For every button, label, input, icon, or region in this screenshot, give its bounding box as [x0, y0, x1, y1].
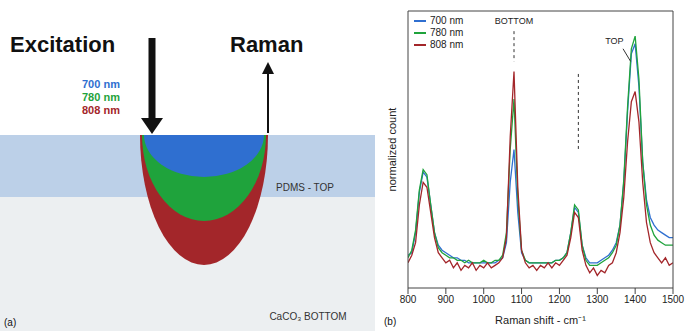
svg-text:1400: 1400	[624, 294, 647, 305]
html-text:(b): (b)	[384, 316, 397, 327]
svg-text:Raman: Raman	[230, 32, 303, 57]
svg-text:800: 800	[400, 294, 417, 305]
svg-text:1000: 1000	[473, 294, 496, 305]
svg-text:1200: 1200	[548, 294, 571, 305]
svg-text:1100: 1100	[511, 294, 533, 305]
svg-text:900: 900	[438, 294, 455, 305]
svg-text:CaCO₃ BOTTOM: CaCO₃ BOTTOM	[269, 311, 346, 322]
svg-text:BOTTOM: BOTTOM	[495, 16, 533, 26]
svg-text:TOP: TOP	[605, 36, 623, 46]
svg-text:1500: 1500	[662, 294, 685, 305]
svg-text:Raman shift - cm⁻¹: Raman shift - cm⁻¹	[495, 314, 586, 326]
html-text:808 nm: 808 nm	[430, 39, 464, 50]
html-text:700 nm: 700 nm	[430, 15, 464, 26]
svg-text:808 nm: 808 nm	[82, 104, 120, 116]
html-text:780 nm: 780 nm	[430, 27, 464, 38]
svg-text:(a): (a)	[4, 317, 16, 328]
svg-text:normalized count: normalized count	[386, 108, 398, 192]
svg-text:PDMS - TOP: PDMS - TOP	[276, 182, 334, 193]
svg-text:1300: 1300	[586, 294, 609, 305]
svg-text:Excitation: Excitation	[10, 32, 115, 57]
svg-text:780 nm: 780 nm	[82, 91, 120, 103]
svg-text:700 nm: 700 nm	[82, 78, 120, 90]
